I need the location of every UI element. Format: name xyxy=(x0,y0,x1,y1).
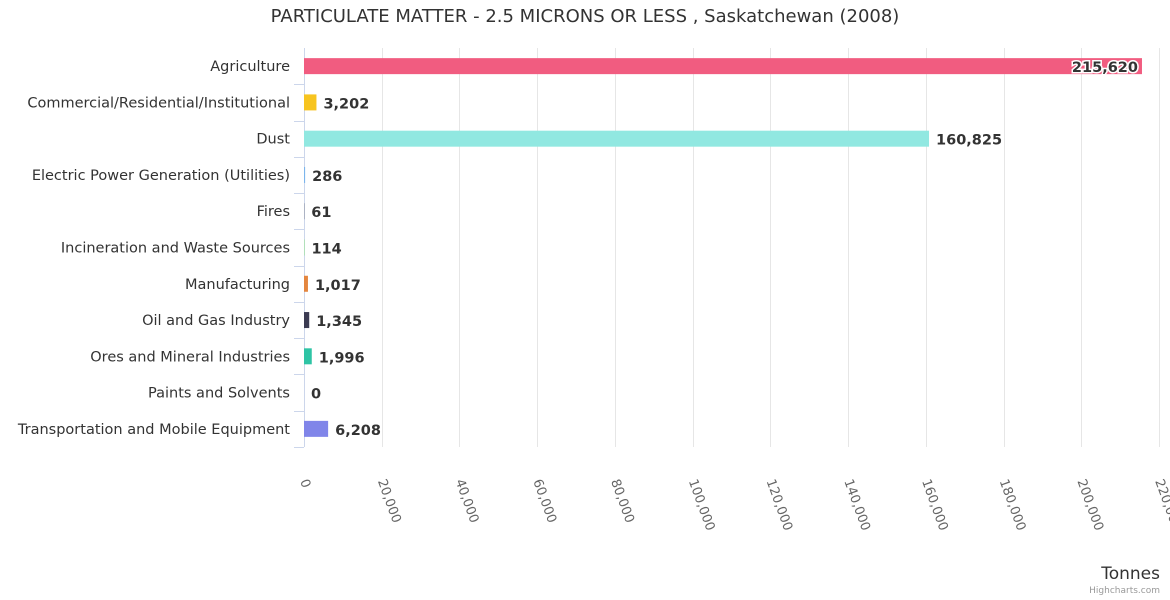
data-label: 114 xyxy=(311,242,341,258)
bar xyxy=(304,130,930,147)
x-tick-label: 200,000 xyxy=(1074,477,1106,533)
data-label: 160,825 xyxy=(936,133,1002,149)
data-label: 215,620 xyxy=(1072,60,1138,76)
data-label: 3,202 xyxy=(323,96,369,112)
category-label: Fires xyxy=(257,204,290,220)
category-label: Commercial/Residential/Institutional xyxy=(27,95,290,111)
x-tick-label: 0 xyxy=(296,477,313,490)
x-tick-label: 180,000 xyxy=(996,477,1028,533)
x-tick-label: 120,000 xyxy=(763,477,795,533)
credits-link[interactable]: Highcharts.com xyxy=(1089,586,1160,596)
bar xyxy=(304,312,310,329)
data-label: 0 xyxy=(311,387,321,403)
category-label: Ores and Mineral Industries xyxy=(90,349,290,365)
data-label: 1,996 xyxy=(319,350,365,366)
data-label: 6,208 xyxy=(335,423,381,439)
data-label: 286 xyxy=(312,169,342,185)
data-label: 1,017 xyxy=(315,278,361,294)
x-tick-label: 80,000 xyxy=(607,477,637,525)
x-axis-title: Tonnes xyxy=(1101,564,1160,584)
category-label: Incineration and Waste Sources xyxy=(61,241,290,257)
x-tick-label: 140,000 xyxy=(840,477,872,533)
category-label: Paints and Solvents xyxy=(148,386,290,402)
x-tick-label: 160,000 xyxy=(918,477,950,533)
data-label: 61 xyxy=(311,205,331,221)
category-label: Electric Power Generation (Utilities) xyxy=(32,168,290,184)
bar xyxy=(304,348,312,365)
x-tick-label: 100,000 xyxy=(685,477,717,533)
x-tick-label: 60,000 xyxy=(529,477,559,525)
category-label: Manufacturing xyxy=(185,277,290,293)
x-tick-label: 220,000 xyxy=(1151,477,1170,533)
category-label: Oil and Gas Industry xyxy=(142,313,290,329)
chart-title: PARTICULATE MATTER - 2.5 MICRONS OR LESS… xyxy=(270,6,900,27)
x-tick-label: 20,000 xyxy=(374,477,404,525)
category-label: Dust xyxy=(256,132,290,148)
category-label: Transportation and Mobile Equipment xyxy=(17,422,290,438)
bar xyxy=(304,166,306,183)
bar xyxy=(304,58,1142,75)
bar xyxy=(304,420,329,437)
data-label: 1,345 xyxy=(316,314,362,330)
bar xyxy=(304,94,317,111)
category-label: Agriculture xyxy=(210,59,290,75)
bar xyxy=(304,275,308,292)
x-tick-label: 40,000 xyxy=(452,477,482,525)
